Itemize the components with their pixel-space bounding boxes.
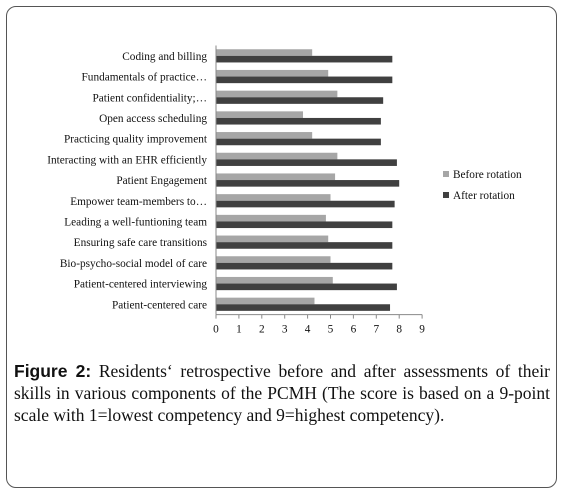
x-tick-label: 3 [282,324,288,336]
category-label: Leading a well-funtioning team [64,216,207,228]
category-label: Empower team-members to… [70,196,207,208]
x-tick-label: 4 [305,324,311,336]
bar-before-rotation [216,90,338,98]
x-tick-label: 6 [351,324,357,336]
bar-before-rotation [216,111,304,118]
bar-before-rotation [216,173,336,181]
legend-swatch-after-rotation [443,192,449,198]
bar-before-rotation [216,194,331,201]
category-label: Ensuring safe care transitions [74,237,207,249]
bar-after-rotation [216,200,395,208]
bar-chart: Coding and billing Fundamentals of practi… [47,45,522,336]
bar-after-rotation [216,138,381,146]
bar-before-rotation [216,152,338,160]
category-label: Fundamentals of practice… [82,72,207,84]
legend-label-after-rotation: After rotation [453,190,515,202]
bar-before-rotation [216,276,333,284]
bar-after-rotation [216,262,393,270]
bar-after-rotation [216,159,397,166]
bar-after-rotation [216,242,393,249]
category-label: Open access scheduling [99,113,207,125]
x-tick-label: 5 [328,324,334,336]
category-label: Patient confidentiality;… [92,92,207,104]
bar-after-rotation [216,55,393,63]
category-label: Patient-centered interviewing [74,279,208,291]
bar-after-rotation [216,180,400,187]
category-label: Practicing quality improvement [64,134,208,146]
x-tick-label: 1 [236,324,242,336]
bar-after-rotation [216,76,393,84]
category-label: Patient-centered care [112,299,207,311]
bar-before-rotation [216,49,313,56]
bar-after-rotation [216,221,393,229]
bar-before-rotation [216,256,331,263]
bar-before-rotation [216,69,329,77]
x-tick-label: 2 [259,324,265,336]
legend-swatch-before-rotation [443,171,449,177]
figure-caption-text: Residents‘ retrospective before and afte… [14,361,550,425]
figure-label: Figure 2: [14,361,92,381]
bar-after-rotation [216,97,384,104]
bar-after-rotation [216,304,391,311]
category-label: Bio-psycho-social model of care [60,258,207,270]
bar-after-rotation [216,117,381,125]
bar-before-rotation [216,214,326,222]
bar-after-rotation [216,283,397,291]
figure-caption: Figure 2: Residents‘ retrospective befor… [14,360,550,426]
category-label: Coding and billing [122,51,207,63]
x-tick-label: 9 [419,324,425,336]
x-tick-label: 8 [396,324,402,336]
bar-before-rotation [216,132,313,139]
x-tick-label: 0 [213,324,219,336]
bar-before-rotation [216,235,329,243]
legend-label-before-rotation: Before rotation [453,169,522,181]
category-label: Patient Engagement [116,175,208,187]
category-label: Interacting with an EHR efficiently [47,154,207,166]
x-tick-label: 7 [373,324,379,336]
bar-before-rotation [216,297,315,305]
